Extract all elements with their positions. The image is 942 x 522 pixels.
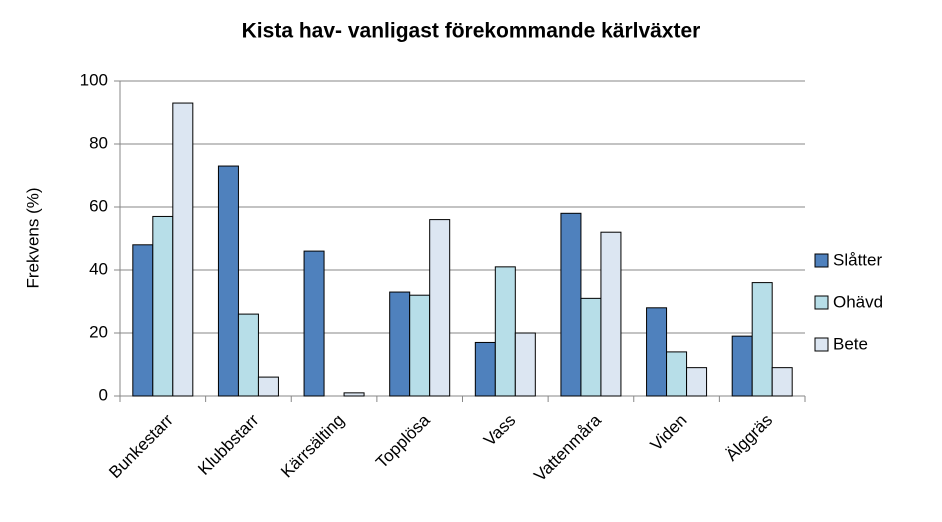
x-tick-label: Älggräs: [722, 411, 776, 465]
bar: [152, 215, 174, 397]
legend-swatch: [814, 337, 829, 352]
bar: [409, 294, 431, 397]
bar: [514, 332, 536, 397]
bar: [237, 313, 259, 397]
bar: [686, 367, 708, 397]
bar: [731, 335, 753, 397]
y-tick-label: 20: [89, 322, 108, 341]
bar: [751, 282, 773, 397]
x-tick-label: Bunkestarr: [105, 410, 177, 482]
bar: [580, 297, 602, 397]
bar: [257, 376, 279, 397]
y-axis-label: Frekvens (%): [23, 187, 42, 288]
y-tick-label: 80: [89, 133, 108, 152]
bar: [666, 351, 688, 397]
x-tick-label: Klubbstarr: [194, 410, 262, 478]
legend-label: Slåtter: [833, 250, 882, 269]
bar: [646, 307, 668, 397]
x-tick-label: Viden: [647, 411, 691, 455]
legend-swatch: [814, 253, 829, 268]
bar: [172, 102, 194, 397]
y-tick-label: 60: [89, 196, 108, 215]
bar: [474, 341, 496, 397]
bar: [771, 367, 793, 397]
x-tick-label: Vattenmåra: [530, 410, 605, 485]
bar: [389, 291, 411, 397]
bar: [494, 266, 516, 397]
bar: [303, 250, 325, 397]
chart-title: Kista hav- vanligast förekommande kärlvä…: [242, 20, 701, 43]
x-tick-label: Vass: [480, 411, 519, 450]
x-tick-label: Topplösa: [372, 410, 434, 472]
bar: [600, 231, 622, 397]
bar: [343, 392, 365, 397]
legend-label: Bete: [833, 334, 868, 353]
legend-swatch: [814, 295, 829, 310]
bar: [429, 219, 451, 397]
y-tick-label: 100: [80, 70, 108, 89]
x-tick-label: Kärrsälting: [277, 411, 348, 482]
bar: [132, 244, 154, 397]
bar: [217, 165, 239, 397]
y-tick-label: 40: [89, 259, 108, 278]
legend-label: Ohävd: [833, 292, 883, 311]
y-tick-label: 0: [99, 385, 108, 404]
bar: [560, 212, 582, 397]
